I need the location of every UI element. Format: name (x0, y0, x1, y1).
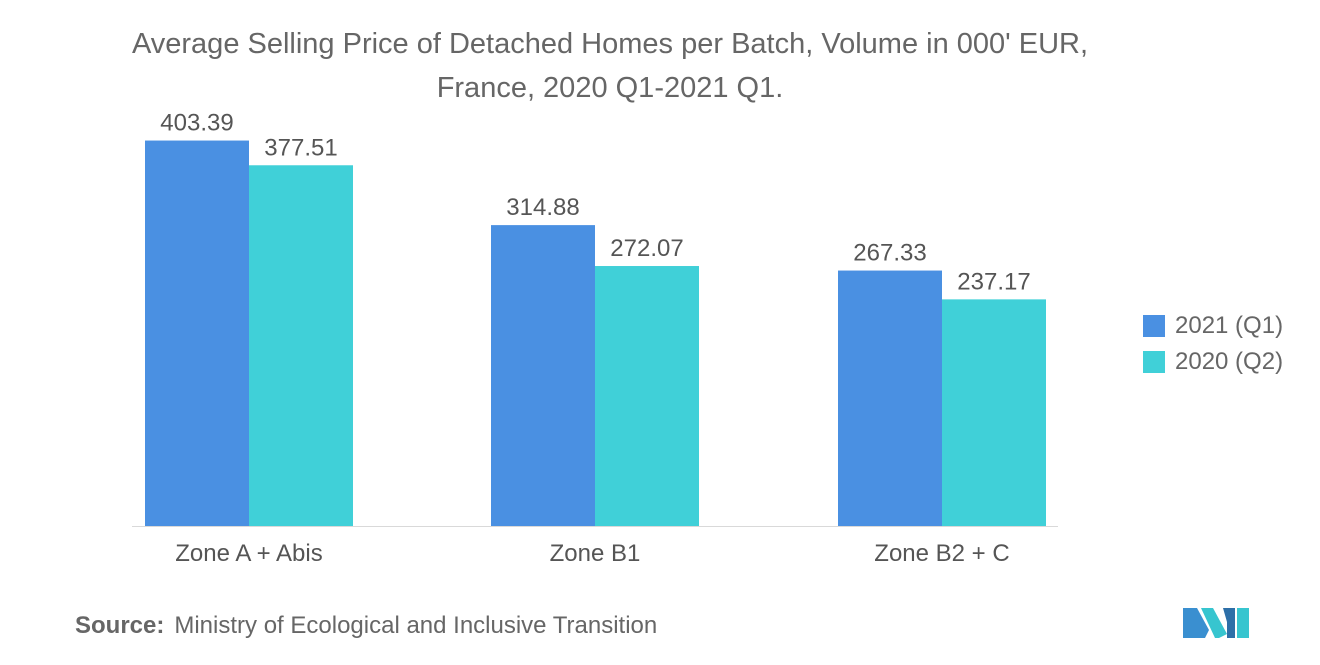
chart-title-line-2: France, 2020 Q1-2021 Q1. (436, 72, 784, 104)
bar-2021-q1-1 (491, 225, 595, 526)
data-label-1-1: 272.07 (610, 235, 683, 262)
legend-label-2021-q1: 2021 (Q1) (1175, 312, 1284, 339)
bar-2020-q2-0 (249, 165, 353, 526)
legend-item-2021-q1: 2021 (Q1) (1143, 308, 1283, 344)
x-tick-label-1: Zone B1 (550, 540, 641, 567)
mordor-intelligence-logo-icon (1183, 600, 1249, 645)
data-label-0-1: 314.88 (506, 194, 579, 221)
legend-label-2020-q2: 2020 (Q2) (1175, 348, 1284, 375)
data-label-0-0: 403.39 (160, 110, 233, 137)
legend-swatch-2020-q2 (1143, 351, 1165, 373)
bar-2020-q2-2 (942, 299, 1046, 526)
chart-title: Average Selling Price of Detached Homes … (40, 22, 1180, 110)
bar-2021-q1-0 (145, 140, 249, 526)
legend-item-2020-q2: 2020 (Q2) (1143, 344, 1283, 380)
bar-2020-q2-1 (595, 266, 699, 526)
chart-title-line-1: Average Selling Price of Detached Homes … (131, 28, 1089, 60)
bar-2021-q1-2 (838, 270, 942, 526)
data-label-1-0: 377.51 (264, 134, 337, 161)
x-tick-label-0: Zone A + Abis (175, 540, 322, 567)
data-label-1-2: 237.17 (957, 268, 1030, 295)
source-prefix: Source: (75, 612, 165, 639)
source-text: Ministry of Ecological and Inclusive Tra… (174, 612, 658, 639)
chart-legend: 2021 (Q1) 2020 (Q2) (1143, 308, 1283, 380)
legend-swatch-2021-q1 (1143, 315, 1165, 337)
data-label-0-2: 267.33 (853, 240, 926, 267)
source-note: Source: Ministry of Ecological and Inclus… (75, 612, 657, 640)
x-tick-label-2: Zone B2 + C (874, 540, 1009, 567)
